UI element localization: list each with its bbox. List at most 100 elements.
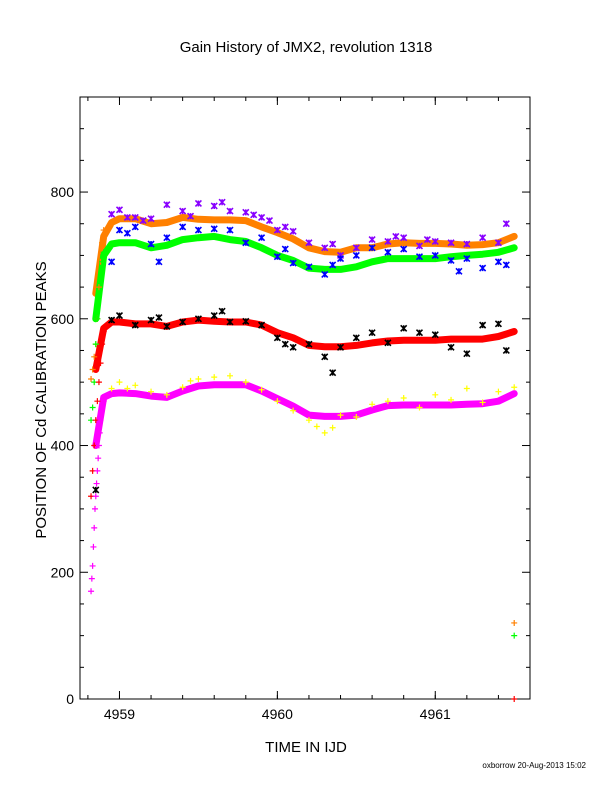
data-point bbox=[108, 210, 116, 218]
data-point bbox=[384, 237, 392, 246]
data-point bbox=[281, 245, 289, 253]
data-point bbox=[495, 388, 502, 395]
data-point bbox=[392, 232, 400, 240]
data-point bbox=[305, 417, 312, 424]
data-point bbox=[210, 202, 218, 210]
data-point bbox=[502, 261, 510, 269]
data-point bbox=[502, 346, 510, 355]
data-point bbox=[415, 242, 424, 250]
series-9 bbox=[88, 249, 518, 639]
data-point bbox=[329, 261, 337, 269]
y-tick-label: 600 bbox=[51, 311, 75, 327]
series-8 bbox=[88, 227, 518, 626]
data-point bbox=[95, 455, 102, 462]
data-point bbox=[123, 229, 131, 237]
data-point bbox=[194, 199, 202, 208]
data-point bbox=[321, 270, 329, 278]
data-point bbox=[210, 312, 218, 320]
data-point bbox=[94, 398, 101, 405]
data-point bbox=[242, 379, 249, 386]
data-point bbox=[368, 236, 376, 244]
data-point bbox=[89, 366, 96, 373]
data-point bbox=[92, 341, 99, 348]
data-point bbox=[99, 404, 106, 411]
data-point bbox=[155, 258, 163, 266]
data-point bbox=[226, 226, 234, 234]
data-point bbox=[368, 244, 376, 252]
data-point bbox=[415, 329, 424, 337]
data-point bbox=[242, 317, 250, 325]
data-point bbox=[431, 251, 439, 259]
data-point bbox=[242, 239, 250, 247]
data-point bbox=[96, 429, 103, 436]
data-point bbox=[250, 211, 258, 219]
data-point bbox=[88, 575, 95, 582]
data-point bbox=[132, 382, 139, 389]
data-point bbox=[88, 375, 95, 382]
data-point bbox=[210, 225, 218, 233]
data-point bbox=[139, 217, 147, 225]
x-axis-label: TIME IN IJD bbox=[265, 739, 347, 756]
data-point bbox=[448, 396, 455, 403]
data-point bbox=[131, 213, 139, 221]
data-point bbox=[463, 350, 471, 358]
series-line bbox=[92, 381, 518, 449]
data-point bbox=[384, 339, 392, 347]
series-2 bbox=[92, 316, 518, 373]
data-point bbox=[115, 206, 124, 214]
data-point bbox=[463, 240, 471, 248]
data-point bbox=[163, 201, 171, 209]
data-point bbox=[179, 384, 186, 391]
data-point bbox=[511, 384, 518, 391]
data-point bbox=[415, 253, 424, 261]
footer-credit: oxborrow 20-Aug-2013 15:02 bbox=[482, 761, 586, 770]
chart-title: Gain History of JMX2, revolution 1318 bbox=[180, 39, 433, 56]
data-point bbox=[226, 318, 234, 326]
data-point bbox=[147, 215, 155, 223]
data-point bbox=[289, 343, 297, 351]
data-point bbox=[187, 377, 194, 384]
data-point bbox=[163, 322, 171, 330]
data-point bbox=[273, 334, 281, 342]
data-point bbox=[479, 321, 487, 329]
data-point bbox=[329, 369, 337, 377]
data-point bbox=[305, 263, 313, 271]
series-layer bbox=[88, 198, 518, 702]
data-point bbox=[321, 244, 329, 252]
data-point bbox=[416, 404, 423, 411]
series-7 bbox=[108, 372, 518, 436]
series-line bbox=[92, 316, 518, 373]
data-point bbox=[97, 417, 104, 424]
series-0 bbox=[92, 213, 518, 297]
data-point bbox=[258, 321, 266, 329]
data-point bbox=[99, 341, 106, 348]
data-point bbox=[479, 399, 486, 406]
data-point bbox=[432, 391, 439, 398]
data-point bbox=[463, 385, 470, 392]
data-point bbox=[100, 249, 107, 256]
data-point bbox=[258, 213, 266, 221]
data-point bbox=[494, 258, 502, 266]
data-point bbox=[368, 329, 376, 337]
data-point bbox=[92, 493, 99, 500]
data-point bbox=[100, 398, 107, 405]
data-point bbox=[494, 320, 502, 328]
data-point bbox=[186, 212, 195, 220]
data-point bbox=[94, 315, 101, 322]
data-point bbox=[194, 315, 202, 323]
data-point bbox=[108, 316, 116, 324]
data-point bbox=[384, 398, 391, 405]
data-point bbox=[108, 385, 115, 392]
series-line bbox=[92, 213, 518, 297]
data-point bbox=[400, 245, 408, 253]
data-point bbox=[265, 217, 274, 225]
data-point bbox=[329, 240, 337, 248]
data-point bbox=[400, 324, 408, 332]
series-3 bbox=[92, 381, 518, 449]
data-point bbox=[242, 208, 250, 216]
data-point bbox=[226, 207, 234, 215]
data-point bbox=[218, 198, 226, 206]
data-point bbox=[163, 391, 170, 398]
data-point bbox=[95, 284, 102, 291]
